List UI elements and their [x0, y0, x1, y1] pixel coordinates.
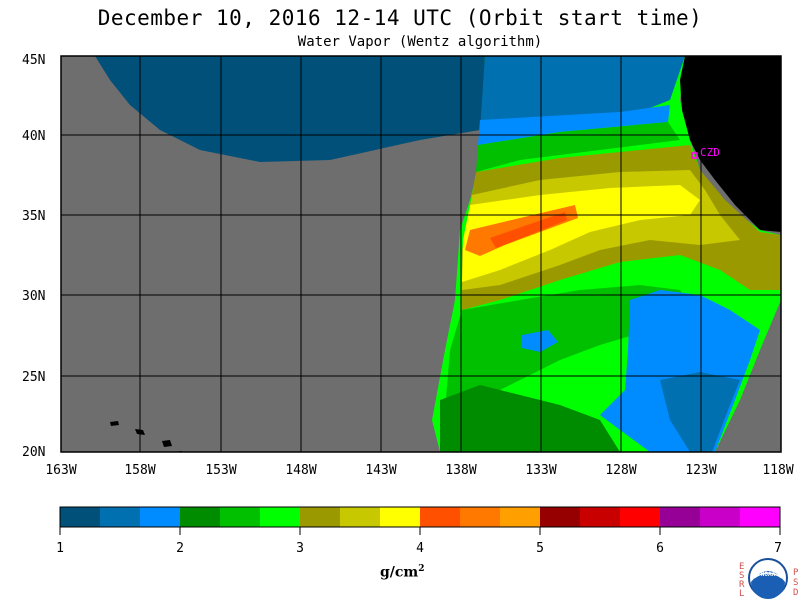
noaa-seal-text: NOAA	[761, 571, 776, 578]
colorbar-cell	[180, 507, 221, 527]
lon-label: 148W	[285, 463, 316, 478]
longitude-labels: 163W 158W 153W 148W 143W 138W 133W 128W …	[45, 463, 793, 478]
colorbar-cell	[340, 507, 381, 527]
lat-label: 25N	[22, 370, 45, 385]
lon-label: 123W	[685, 463, 716, 478]
colorbar-cell	[140, 507, 181, 527]
colorbar-cell	[100, 507, 141, 527]
colorbar-cell	[260, 507, 301, 527]
colorbar-tick-label: 7	[774, 541, 782, 556]
map-grid	[61, 56, 781, 452]
colorbar-cell	[380, 507, 421, 527]
lon-label: 153W	[205, 463, 236, 478]
lon-label: 143W	[365, 463, 396, 478]
lat-label: 35N	[22, 209, 45, 224]
colorbar-cell	[700, 507, 741, 527]
colorbar-cell	[660, 507, 701, 527]
colorbar-cell	[500, 507, 541, 527]
lat-label: 45N	[22, 53, 45, 68]
latitude-labels: 45N 40N 35N 30N 25N 20N	[22, 53, 45, 460]
colorbar-cell	[540, 507, 581, 527]
logo-letter: S	[739, 571, 744, 581]
colorbar-tick-label: 2	[176, 541, 184, 556]
map-title: December 10, 2016 12-14 UTC (Orbit start…	[97, 6, 703, 30]
colorbar-tick-label: 4	[416, 541, 424, 556]
esrl-letters: E S R L	[739, 562, 745, 599]
map-panel	[61, 56, 781, 452]
lon-label: 138W	[445, 463, 476, 478]
lat-label: 30N	[22, 289, 45, 304]
city-marker	[691, 152, 698, 159]
colorbar	[60, 507, 781, 527]
colorbar-tick-label: 1	[56, 541, 64, 556]
noaa-logo: E S R L P S D NOAA	[739, 558, 799, 599]
logo-letter: S	[793, 578, 798, 588]
colorbar-cell	[740, 507, 781, 527]
colorbar-cell	[220, 507, 261, 527]
southeast-dark-dry-region	[660, 372, 740, 452]
lon-label: 133W	[525, 463, 556, 478]
atmospheric-river-inner	[490, 212, 567, 248]
logo-letter: D	[793, 588, 798, 598]
colorbar-cell	[60, 507, 101, 527]
city-label: CZD	[700, 146, 720, 159]
colorbar-cell	[620, 507, 661, 527]
map-subtitle: Water Vapor (Wentz algorithm)	[297, 34, 543, 50]
colorbar-cell	[580, 507, 621, 527]
colorbar-ticks	[59, 527, 781, 535]
southern-green-patch	[440, 385, 620, 452]
colorbar-tick-label: 5	[536, 541, 544, 556]
north-america-land	[680, 56, 781, 232]
logo-letter: R	[739, 580, 745, 590]
colorbar-units: g/cm2	[380, 564, 425, 581]
moist-yellow-band	[462, 185, 700, 282]
logo-letter: L	[739, 589, 744, 599]
hawaii-island-kauai	[110, 421, 119, 426]
psd-letters: P S D	[793, 568, 799, 598]
colorbar-units-base: g/cm	[380, 564, 419, 581]
colorbar-units-superscript: 2	[418, 564, 425, 574]
colorbar-tick-labels: 1 2 3 4 5 6 7	[56, 541, 782, 556]
small-blue-patch	[522, 330, 558, 352]
map-frame	[60, 55, 782, 453]
colorbar-cell	[420, 507, 461, 527]
lat-label: 20N	[22, 445, 45, 460]
colorbar-tick-label: 3	[296, 541, 304, 556]
noaa-seal-bird	[753, 572, 783, 579]
colorbar-cell	[460, 507, 501, 527]
lon-label: 118W	[762, 463, 793, 478]
hawaii-island-maui	[162, 440, 172, 447]
noaa-seal-wave	[751, 571, 785, 599]
lon-label: 158W	[124, 463, 155, 478]
colorbar-tick-label: 6	[656, 541, 664, 556]
logo-letter: E	[739, 562, 744, 572]
lon-label: 163W	[45, 463, 76, 478]
lon-label: 128W	[605, 463, 636, 478]
logo-letter: P	[793, 568, 799, 578]
lat-label: 40N	[22, 129, 45, 144]
colorbar-cell	[300, 507, 341, 527]
